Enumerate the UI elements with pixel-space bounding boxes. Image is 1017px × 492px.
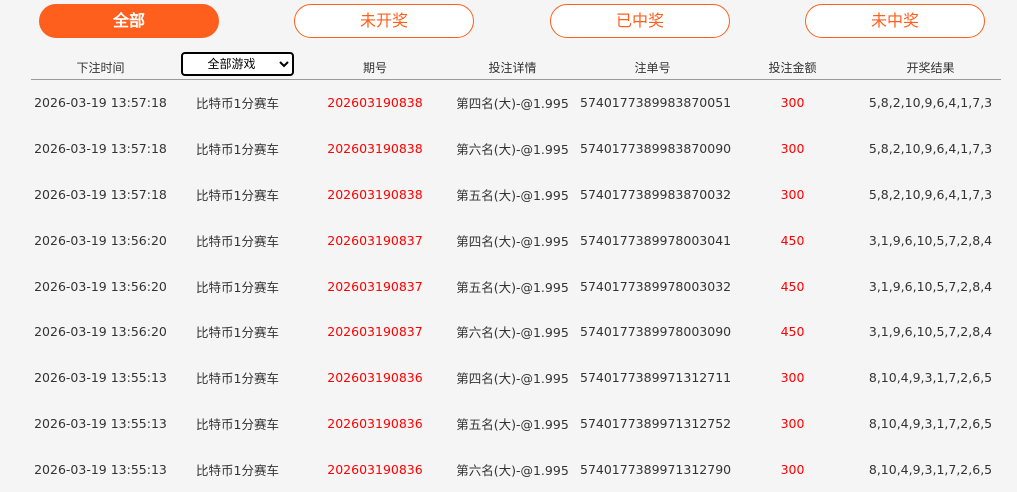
header-game: 全部游戏 <box>170 52 305 80</box>
tab-all[interactable]: 全部 <box>39 4 219 38</box>
cell-details: 第六名(大)-@1.995 <box>456 325 569 341</box>
cell-amount: 450 <box>780 324 805 340</box>
cell-time: 2026-03-19 13:57:18 <box>34 186 167 202</box>
cell-period: 202603190838 <box>327 186 423 202</box>
cell-game: 比特币1分赛车 <box>196 96 279 112</box>
header-details: 投注详情 <box>445 52 580 80</box>
cell-time: 2026-03-19 13:56:20 <box>34 324 167 340</box>
header-time: 下注时间 <box>31 52 170 80</box>
cell-period: 202603190838 <box>327 95 423 111</box>
cell-details: 第四名(大)-@1.995 <box>456 96 569 112</box>
cell-details: 第六名(大)-@1.995 <box>456 142 569 158</box>
table-row[interactable]: 2026-03-19 13:56:20 比特币1分赛车 202603190837 第四… <box>31 217 1001 263</box>
cell-amount: 300 <box>780 141 805 157</box>
cell-order: 5740177389971312790 <box>580 461 732 477</box>
cell-order: 5740177389978003032 <box>580 278 732 294</box>
cell-result: 8,10,4,9,3,1,7,2,6,5 <box>868 370 993 386</box>
header-result: 开奖结果 <box>860 52 1001 80</box>
cell-period: 202603190836 <box>327 370 423 386</box>
bet-history-table: 下注时间 全部游戏 期号 投注详情 注单号 投注金额 开奖结果 2026-03-… <box>31 52 1001 492</box>
cell-details: 第六名(大)-@1.995 <box>456 462 569 478</box>
cell-time: 2026-03-19 13:56:20 <box>34 278 167 294</box>
cell-result: 3,1,9,6,10,5,7,2,8,4 <box>868 278 993 294</box>
cell-order: 5740177389971312711 <box>580 370 732 386</box>
cell-time: 2026-03-19 13:55:13 <box>34 415 167 431</box>
game-filter-select[interactable]: 全部游戏 <box>181 52 294 76</box>
cell-game: 比特币1分赛车 <box>196 462 279 478</box>
cell-details: 第五名(大)-@1.995 <box>456 187 569 203</box>
cell-details: 第五名(大)-@1.995 <box>456 416 569 432</box>
tab-lost[interactable]: 未中奖 <box>805 4 985 38</box>
table-row[interactable]: 2026-03-19 13:56:20 比特币1分赛车 202603190837 第六… <box>31 309 1001 355</box>
cell-order: 5740177389971312752 <box>580 415 732 431</box>
cell-game: 比特币1分赛车 <box>196 416 279 432</box>
header-period: 期号 <box>305 52 445 80</box>
cell-order: 5740177389983870090 <box>580 141 732 157</box>
tab-pending[interactable]: 未开奖 <box>294 4 474 38</box>
header-amount: 投注金额 <box>725 52 860 80</box>
cell-period: 202603190838 <box>327 141 423 157</box>
table-row[interactable]: 2026-03-19 13:55:13 比特币1分赛车 202603190836 第五… <box>31 401 1001 447</box>
cell-order: 5740177389978003041 <box>580 232 732 248</box>
cell-details: 第四名(大)-@1.995 <box>456 233 569 249</box>
table-row[interactable]: 2026-03-19 13:55:13 比特币1分赛车 202603190836 第四… <box>31 355 1001 401</box>
cell-game: 比特币1分赛车 <box>196 142 279 158</box>
cell-order: 5740177389978003090 <box>580 324 732 340</box>
cell-order: 5740177389983870032 <box>580 186 732 202</box>
cell-amount: 300 <box>780 186 805 202</box>
cell-details: 第四名(大)-@1.995 <box>456 371 569 387</box>
cell-amount: 300 <box>780 415 805 431</box>
cell-game: 比特币1分赛车 <box>196 187 279 203</box>
cell-result: 5,8,2,10,9,6,4,1,7,3 <box>868 186 993 202</box>
cell-game: 比特币1分赛车 <box>196 279 279 295</box>
table-row[interactable]: 2026-03-19 13:55:13 比特币1分赛车 202603190836 第六… <box>31 446 1001 492</box>
cell-period: 202603190836 <box>327 461 423 477</box>
header-order: 注单号 <box>580 52 725 80</box>
cell-time: 2026-03-19 13:57:18 <box>34 141 167 157</box>
table-row[interactable]: 2026-03-19 13:57:18 比特币1分赛车 202603190838 第五… <box>31 172 1001 218</box>
table-header: 下注时间 全部游戏 期号 投注详情 注单号 投注金额 开奖结果 <box>31 52 1001 80</box>
cell-amount: 300 <box>780 370 805 386</box>
cell-order: 5740177389983870051 <box>580 95 732 111</box>
table-row[interactable]: 2026-03-19 13:56:20 比特币1分赛车 202603190837 第五… <box>31 263 1001 309</box>
cell-period: 202603190837 <box>327 324 423 340</box>
cell-result: 8,10,4,9,3,1,7,2,6,5 <box>868 415 993 431</box>
cell-time: 2026-03-19 13:56:20 <box>34 232 167 248</box>
cell-period: 202603190836 <box>327 415 423 431</box>
cell-game: 比特币1分赛车 <box>196 325 279 341</box>
cell-result: 3,1,9,6,10,5,7,2,8,4 <box>868 324 993 340</box>
cell-amount: 300 <box>780 461 805 477</box>
cell-amount: 300 <box>780 95 805 111</box>
cell-period: 202603190837 <box>327 278 423 294</box>
cell-result: 5,8,2,10,9,6,4,1,7,3 <box>868 95 993 111</box>
cell-amount: 450 <box>780 232 805 248</box>
cell-game: 比特币1分赛车 <box>196 371 279 387</box>
cell-result: 5,8,2,10,9,6,4,1,7,3 <box>868 141 993 157</box>
table-row[interactable]: 2026-03-19 13:57:18 比特币1分赛车 202603190838 第四… <box>31 80 1001 126</box>
cell-game: 比特币1分赛车 <box>196 233 279 249</box>
cell-time: 2026-03-19 13:55:13 <box>34 370 167 386</box>
cell-period: 202603190837 <box>327 232 423 248</box>
cell-time: 2026-03-19 13:55:13 <box>34 461 167 477</box>
cell-result: 8,10,4,9,3,1,7,2,6,5 <box>868 461 993 477</box>
tab-won[interactable]: 已中奖 <box>550 4 730 38</box>
cell-time: 2026-03-19 13:57:18 <box>34 95 167 111</box>
cell-amount: 450 <box>780 278 805 294</box>
table-row[interactable]: 2026-03-19 13:57:18 比特币1分赛车 202603190838 第六… <box>31 126 1001 172</box>
cell-result: 3,1,9,6,10,5,7,2,8,4 <box>868 232 993 248</box>
cell-details: 第五名(大)-@1.995 <box>456 279 569 295</box>
